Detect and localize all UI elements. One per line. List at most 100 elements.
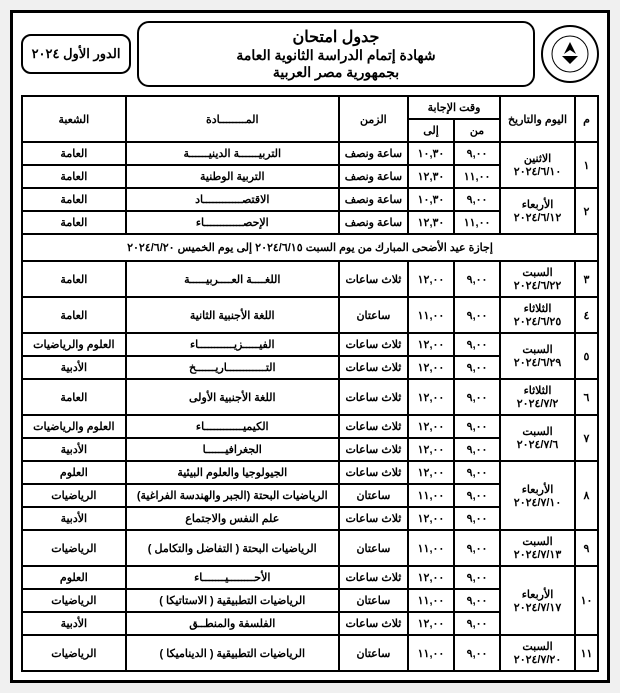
cell-to: ١٢,٠٠ [408,461,454,484]
cell-to: ١٢,٠٠ [408,379,454,415]
cell-branch: العامة [22,142,126,165]
cell-to: ١٢,٠٠ [408,333,454,356]
cell-duration: ساعة ونصف [339,188,408,211]
ministry-logo [541,25,599,83]
cell-from: ٩,٠٠ [454,333,500,356]
cell-subject: الفلسفة والمنطــق [126,612,339,635]
cell-from: ٩,٠٠ [454,612,500,635]
cell-branch: العامة [22,165,126,188]
table-row: ١٠الأربعاء٢٠٢٤/٧/١٧٩,٠٠١٢,٠٠ثلاث ساعاتال… [22,566,598,589]
cell-from: ٩,٠٠ [454,438,500,461]
cell-num: ١٠ [575,566,598,635]
cell-duration: ثلاث ساعات [339,507,408,530]
cell-from: ٩,٠٠ [454,415,500,438]
cell-from: ٩,٠٠ [454,142,500,165]
cell-from: ٩,٠٠ [454,566,500,589]
holiday-row: إجازة عيد الأضحى المبارك من يوم السبت ٢٠… [22,234,598,261]
cell-to: ١٢,٠٠ [408,415,454,438]
cell-num: ٢ [575,188,598,234]
cell-duration: ساعتان [339,484,408,507]
table-row: ٥السبت٢٠٢٤/٦/٢٩٩,٠٠١٢,٠٠ثلاث ساعاتالفيــ… [22,333,598,356]
cell-to: ١٠,٣٠ [408,188,454,211]
cell-subject: الجيولوجيا والعلوم البيئية [126,461,339,484]
cell-to: ١٢,٠٠ [408,566,454,589]
th-date: اليوم والتاريخ [500,96,575,142]
cell-from: ٩,٠٠ [454,484,500,507]
th-dur: الزمن [339,96,408,142]
cell-to: ١٢,٠٠ [408,261,454,297]
cell-duration: ثلاث ساعات [339,333,408,356]
cell-branch: الأدبية [22,356,126,379]
cell-subject: الفيـــــزيـــــــــــاء [126,333,339,356]
cell-duration: ساعة ونصف [339,165,408,188]
round-box: الدور الأول ٢٠٢٤ [21,34,131,74]
cell-subject: الكيميــــــــــــاء [126,415,339,438]
title-box: جدول امتحان شهادة إتمام الدراسة الثانوية… [137,21,535,87]
th-time: وقت الإجابة [408,96,500,119]
cell-num: ٧ [575,415,598,461]
cell-duration: ساعة ونصف [339,211,408,234]
eagle-icon [550,34,590,74]
cell-to: ١٢,٠٠ [408,438,454,461]
cell-date: الأربعاء٢٠٢٤/٦/١٢ [500,188,575,234]
cell-branch: الأدبية [22,438,126,461]
cell-num: ٤ [575,297,598,333]
cell-from: ١١,٠٠ [454,165,500,188]
cell-branch: الرياضيات [22,484,126,507]
cell-num: ٣ [575,261,598,297]
cell-from: ١١,٠٠ [454,211,500,234]
cell-subject: الأحــــــــيـــــــاء [126,566,339,589]
cell-duration: ساعتان [339,635,408,671]
cell-from: ٩,٠٠ [454,461,500,484]
cell-date: السبت٢٠٢٤/٦/٢٩ [500,333,575,379]
cell-to: ١١,٠٠ [408,635,454,671]
cell-branch: العلوم والرياضيات [22,415,126,438]
table-row: ٦الثلاثاء٢٠٢٤/٧/٢٩,٠٠١٢,٠٠ثلاث ساعاتاللغ… [22,379,598,415]
cell-branch: العامة [22,211,126,234]
cell-from: ٩,٠٠ [454,356,500,379]
cell-subject: الرياضيات البحتة ( التفاضل والتكامل ) [126,530,339,566]
cell-subject: التــــــــــــاريــــــخ [126,356,339,379]
cell-from: ٩,٠٠ [454,589,500,612]
cell-duration: ثلاث ساعات [339,438,408,461]
cell-duration: ثلاث ساعات [339,612,408,635]
schedule-table: م اليوم والتاريخ وقت الإجابة الزمن المــ… [21,95,599,672]
cell-subject: الجغرافيــــــا [126,438,339,461]
table-row: ٤الثلاثاء٢٠٢٤/٦/٢٥٩,٠٠١١,٠٠ساعتاناللغة ا… [22,297,598,333]
table-row: ٧السبت٢٠٢٤/٧/٦٩,٠٠١٢,٠٠ثلاث ساعاتالكيميـ… [22,415,598,438]
cell-subject: اللغة الأجنبية الثانية [126,297,339,333]
cell-num: ١ [575,142,598,188]
cell-duration: ساعتان [339,589,408,612]
cell-subject: التربية الوطنية [126,165,339,188]
cell-subject: الرياضيات التطبيقية ( الديناميكا ) [126,635,339,671]
table-row: ٢الأربعاء٢٠٢٤/٦/١٢٩,٠٠١٠,٣٠ساعة ونصفالاق… [22,188,598,211]
cell-date: الأربعاء٢٠٢٤/٧/١٠ [500,461,575,530]
cell-branch: الأدبية [22,612,126,635]
table-row: ٩السبت٢٠٢٤/٧/١٣٩,٠٠١١,٠٠ساعتانالرياضيات … [22,530,598,566]
cell-duration: ثلاث ساعات [339,415,408,438]
cell-branch: العامة [22,188,126,211]
cell-duration: ثلاث ساعات [339,566,408,589]
table-row: ١١السبت٢٠٢٤/٧/٢٠٩,٠٠١١,٠٠ساعتانالرياضيات… [22,635,598,671]
cell-subject: الاقتصــــــــــــاد [126,188,339,211]
cell-date: الاثنين٢٠٢٤/٦/١٠ [500,142,575,188]
cell-branch: العلوم والرياضيات [22,333,126,356]
holiday-text: إجازة عيد الأضحى المبارك من يوم السبت ٢٠… [22,234,598,261]
header: جدول امتحان شهادة إتمام الدراسة الثانوية… [21,21,599,87]
cell-duration: ساعة ونصف [339,142,408,165]
cell-to: ١٢,٣٠ [408,165,454,188]
cell-subject: علم النفس والاجتماع [126,507,339,530]
cell-branch: العامة [22,261,126,297]
cell-duration: ثلاث ساعات [339,379,408,415]
cell-from: ٩,٠٠ [454,297,500,333]
title-line-1: جدول امتحان [145,27,527,47]
cell-duration: ثلاث ساعات [339,356,408,379]
cell-to: ١٢,٣٠ [408,211,454,234]
cell-branch: العامة [22,297,126,333]
cell-date: الثلاثاء٢٠٢٤/٧/٢ [500,379,575,415]
cell-duration: ساعتان [339,530,408,566]
cell-num: ٥ [575,333,598,379]
cell-from: ٩,٠٠ [454,507,500,530]
exam-schedule-page: جدول امتحان شهادة إتمام الدراسة الثانوية… [10,10,610,683]
cell-to: ١٢,٠٠ [408,507,454,530]
